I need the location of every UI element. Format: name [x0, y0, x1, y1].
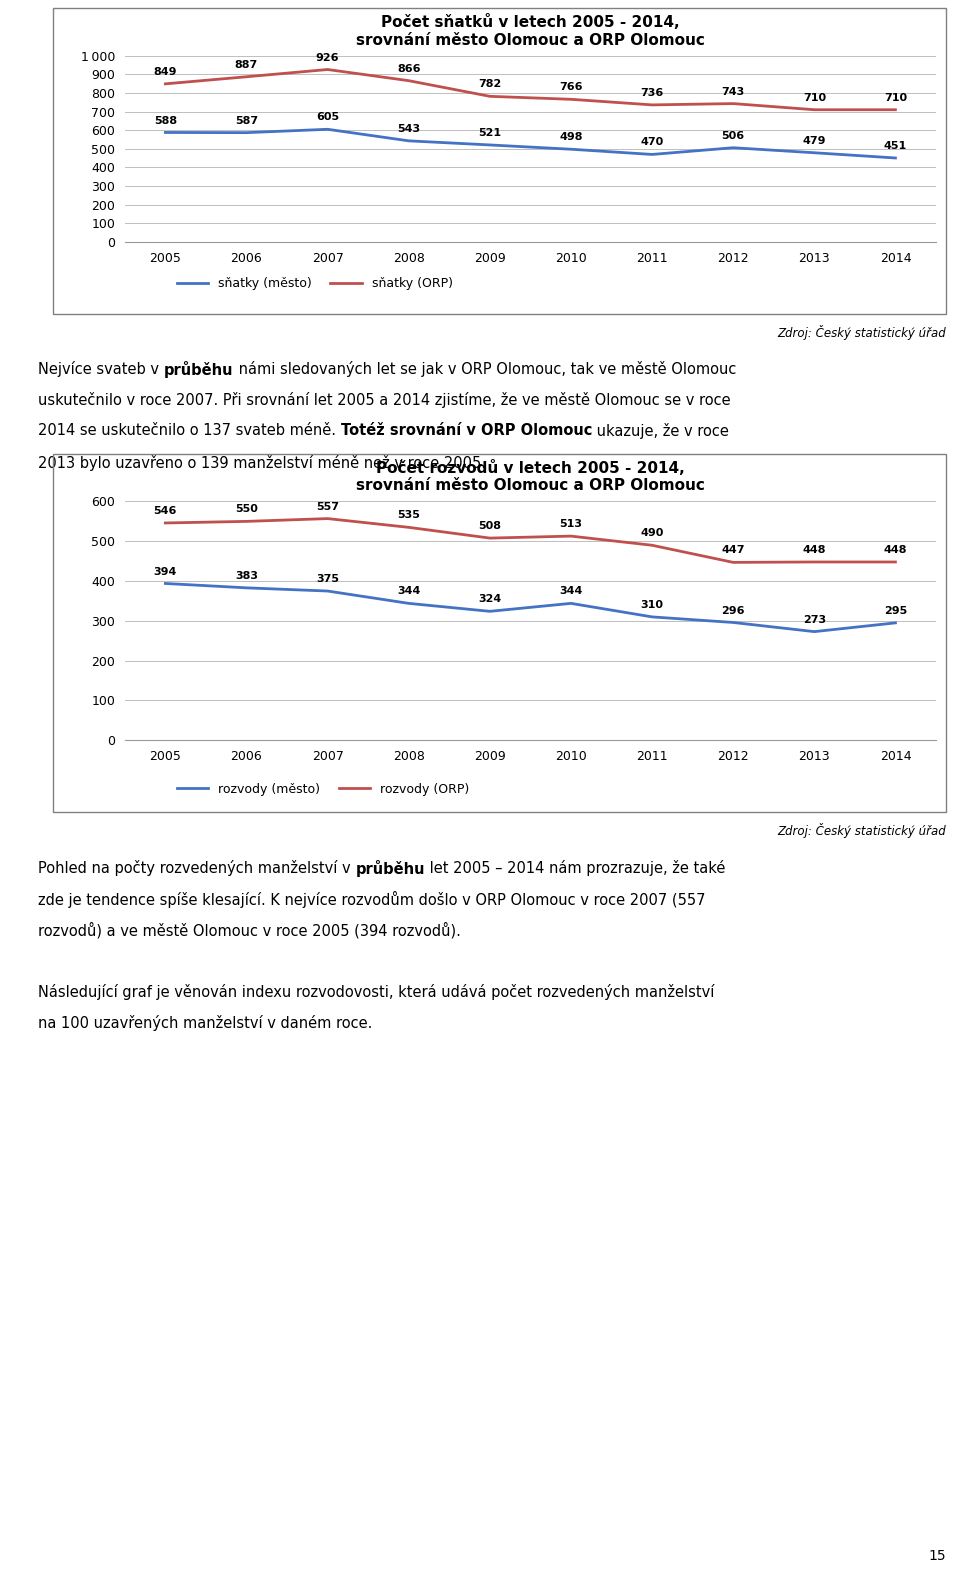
Text: 557: 557 [316, 501, 339, 511]
Text: průběhu: průběhu [355, 860, 425, 877]
Text: 2013 bylo uzavřeno o 139 manželství méně než v roce 2005.: 2013 bylo uzavřeno o 139 manželství méně… [38, 454, 487, 471]
Text: Zdroj: Český statistický úřad: Zdroj: Český statistický úřad [777, 823, 946, 837]
Text: námi sledovaných let se jak v ORP Olomouc, tak ve městě Olomouc: námi sledovaných let se jak v ORP Olomou… [233, 361, 736, 377]
Text: 513: 513 [560, 519, 583, 529]
Text: 588: 588 [154, 116, 177, 126]
Text: uskutečnilo v roce 2007. Při srovnání let 2005 a 2014 zjistíme, že ve městě Olom: uskutečnilo v roce 2007. Při srovnání le… [38, 392, 731, 409]
Text: 273: 273 [803, 615, 826, 624]
Text: 535: 535 [397, 511, 420, 521]
Text: Pohled na počty rozvedených manželství v: Pohled na počty rozvedených manželství v [38, 860, 355, 876]
Text: 447: 447 [722, 546, 745, 556]
Text: 736: 736 [640, 88, 663, 99]
Text: Zdroj: Český statistický úřad: Zdroj: Český statistický úřad [777, 325, 946, 339]
Text: na 100 uzavřených manželství v daném roce.: na 100 uzavřených manželství v daném roc… [38, 1016, 372, 1032]
Text: let 2005 – 2014 nám prozrazuje, že také: let 2005 – 2014 nám prozrazuje, že také [425, 860, 726, 876]
Text: 605: 605 [316, 113, 339, 123]
Text: 451: 451 [884, 142, 907, 151]
Title: Počet sňatků v letech 2005 - 2014,
srovnání město Olomouc a ORP Olomouc: Počet sňatků v letech 2005 - 2014, srovn… [356, 14, 705, 48]
Text: zde je tendence spíše klesající. K nejvíce rozvodům došlo v ORP Olomouc v roce 2: zde je tendence spíše klesající. K nejví… [38, 892, 706, 907]
Text: 490: 490 [640, 529, 663, 538]
Text: 344: 344 [560, 586, 583, 597]
Text: 470: 470 [640, 137, 663, 148]
Text: 324: 324 [478, 594, 501, 605]
Text: 2014 se uskutečnilo o 137 svateb méně.: 2014 se uskutečnilo o 137 svateb méně. [38, 423, 341, 438]
Text: 710: 710 [884, 92, 907, 103]
Text: 782: 782 [478, 80, 501, 89]
Text: 508: 508 [478, 521, 501, 532]
Text: 521: 521 [478, 127, 501, 139]
Text: 310: 310 [640, 600, 663, 610]
Text: 375: 375 [316, 575, 339, 584]
Text: 295: 295 [884, 607, 907, 616]
Text: 296: 296 [722, 605, 745, 616]
Text: 498: 498 [560, 132, 583, 142]
Text: 344: 344 [397, 586, 420, 597]
Text: 479: 479 [803, 135, 826, 146]
Legend: sňatky (město), sňatky (ORP): sňatky (město), sňatky (ORP) [172, 272, 458, 296]
Text: Totéž srovnání v ORP Olomouc: Totéž srovnání v ORP Olomouc [341, 423, 592, 438]
Text: 394: 394 [154, 567, 177, 576]
Text: 448: 448 [884, 544, 907, 556]
Text: 543: 543 [397, 124, 420, 134]
Text: 15: 15 [928, 1549, 946, 1563]
Text: Následující graf je věnován indexu rozvodovosti, která udává počet rozvedených m: Následující graf je věnován indexu rozvo… [38, 984, 715, 1000]
Text: 849: 849 [154, 67, 177, 76]
Text: Nejvíce svateb v: Nejvíce svateb v [38, 361, 164, 377]
Text: 546: 546 [154, 506, 177, 516]
Text: 383: 383 [235, 572, 258, 581]
Text: 866: 866 [397, 64, 420, 73]
Text: 587: 587 [235, 116, 258, 126]
Title: Počet rozvodů v letech 2005 - 2014,
srovnání město Olomouc a ORP Olomouc: Počet rozvodů v letech 2005 - 2014, srov… [356, 460, 705, 494]
Text: průběhu: průběhu [164, 361, 233, 379]
Text: 743: 743 [722, 86, 745, 97]
Text: rozvodů) a ve městě Olomouc v roce 2005 (394 rozvodů).: rozvodů) a ve městě Olomouc v roce 2005 … [38, 922, 461, 938]
Text: 926: 926 [316, 53, 339, 62]
Text: 550: 550 [235, 505, 258, 514]
Text: 448: 448 [803, 544, 826, 556]
Legend: rozvody (město), rozvody (ORP): rozvody (město), rozvody (ORP) [172, 777, 474, 801]
Text: 766: 766 [560, 83, 583, 92]
Text: 887: 887 [235, 60, 258, 70]
Text: 710: 710 [803, 92, 826, 103]
Text: ukazuje, že v roce: ukazuje, že v roce [592, 423, 730, 439]
Text: 506: 506 [722, 131, 745, 140]
